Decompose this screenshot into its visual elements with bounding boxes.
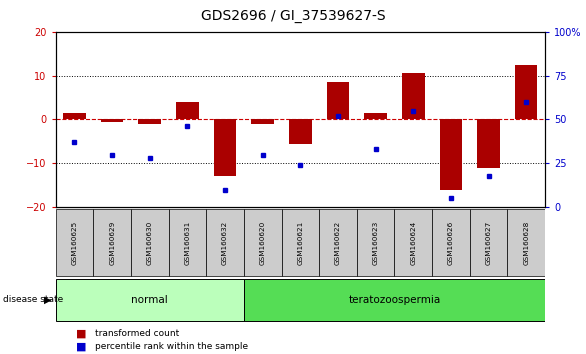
Text: GSM160630: GSM160630 [146,220,153,264]
Bar [364,113,387,120]
Text: ■: ■ [76,341,87,351]
Bar [214,120,236,176]
Bar [93,209,131,276]
Text: GSM160629: GSM160629 [109,220,115,264]
Text: teratozoospermia: teratozoospermia [348,295,441,305]
Text: GSM160624: GSM160624 [410,220,416,264]
Bar [138,120,161,124]
Bar [281,209,319,276]
Bar [56,279,244,321]
Bar [244,209,281,276]
Bar [326,82,349,120]
Text: percentile rank within the sample: percentile rank within the sample [95,342,248,351]
Text: ■: ■ [76,329,87,338]
Text: GSM160632: GSM160632 [222,220,228,264]
Bar [432,209,470,276]
Text: ▶: ▶ [45,295,52,305]
Bar [101,120,124,122]
Bar [131,209,169,276]
Bar [289,120,312,144]
Bar [507,209,545,276]
Text: GSM160620: GSM160620 [260,220,265,264]
Bar [477,120,500,168]
Text: GSM160621: GSM160621 [297,220,304,264]
Bar [176,102,199,120]
Text: normal: normal [131,295,168,305]
Text: disease state: disease state [3,295,63,304]
Bar [63,113,86,120]
Bar [169,209,206,276]
Bar [470,209,507,276]
Bar [319,209,357,276]
Text: GSM160625: GSM160625 [71,220,77,264]
Bar [251,120,274,124]
Text: transformed count: transformed count [95,329,179,338]
Bar [440,120,462,190]
Text: GSM160628: GSM160628 [523,220,529,264]
Text: GSM160623: GSM160623 [373,220,379,264]
Text: GSM160627: GSM160627 [486,220,492,264]
Bar [357,209,394,276]
Bar [244,279,545,321]
Text: GSM160626: GSM160626 [448,220,454,264]
Bar [206,209,244,276]
Text: GDS2696 / GI_37539627-S: GDS2696 / GI_37539627-S [200,9,386,23]
Bar [394,209,432,276]
Bar [56,209,93,276]
Bar [402,74,424,120]
Text: GSM160622: GSM160622 [335,220,341,264]
Text: GSM160631: GSM160631 [185,220,190,264]
Bar [515,65,537,120]
